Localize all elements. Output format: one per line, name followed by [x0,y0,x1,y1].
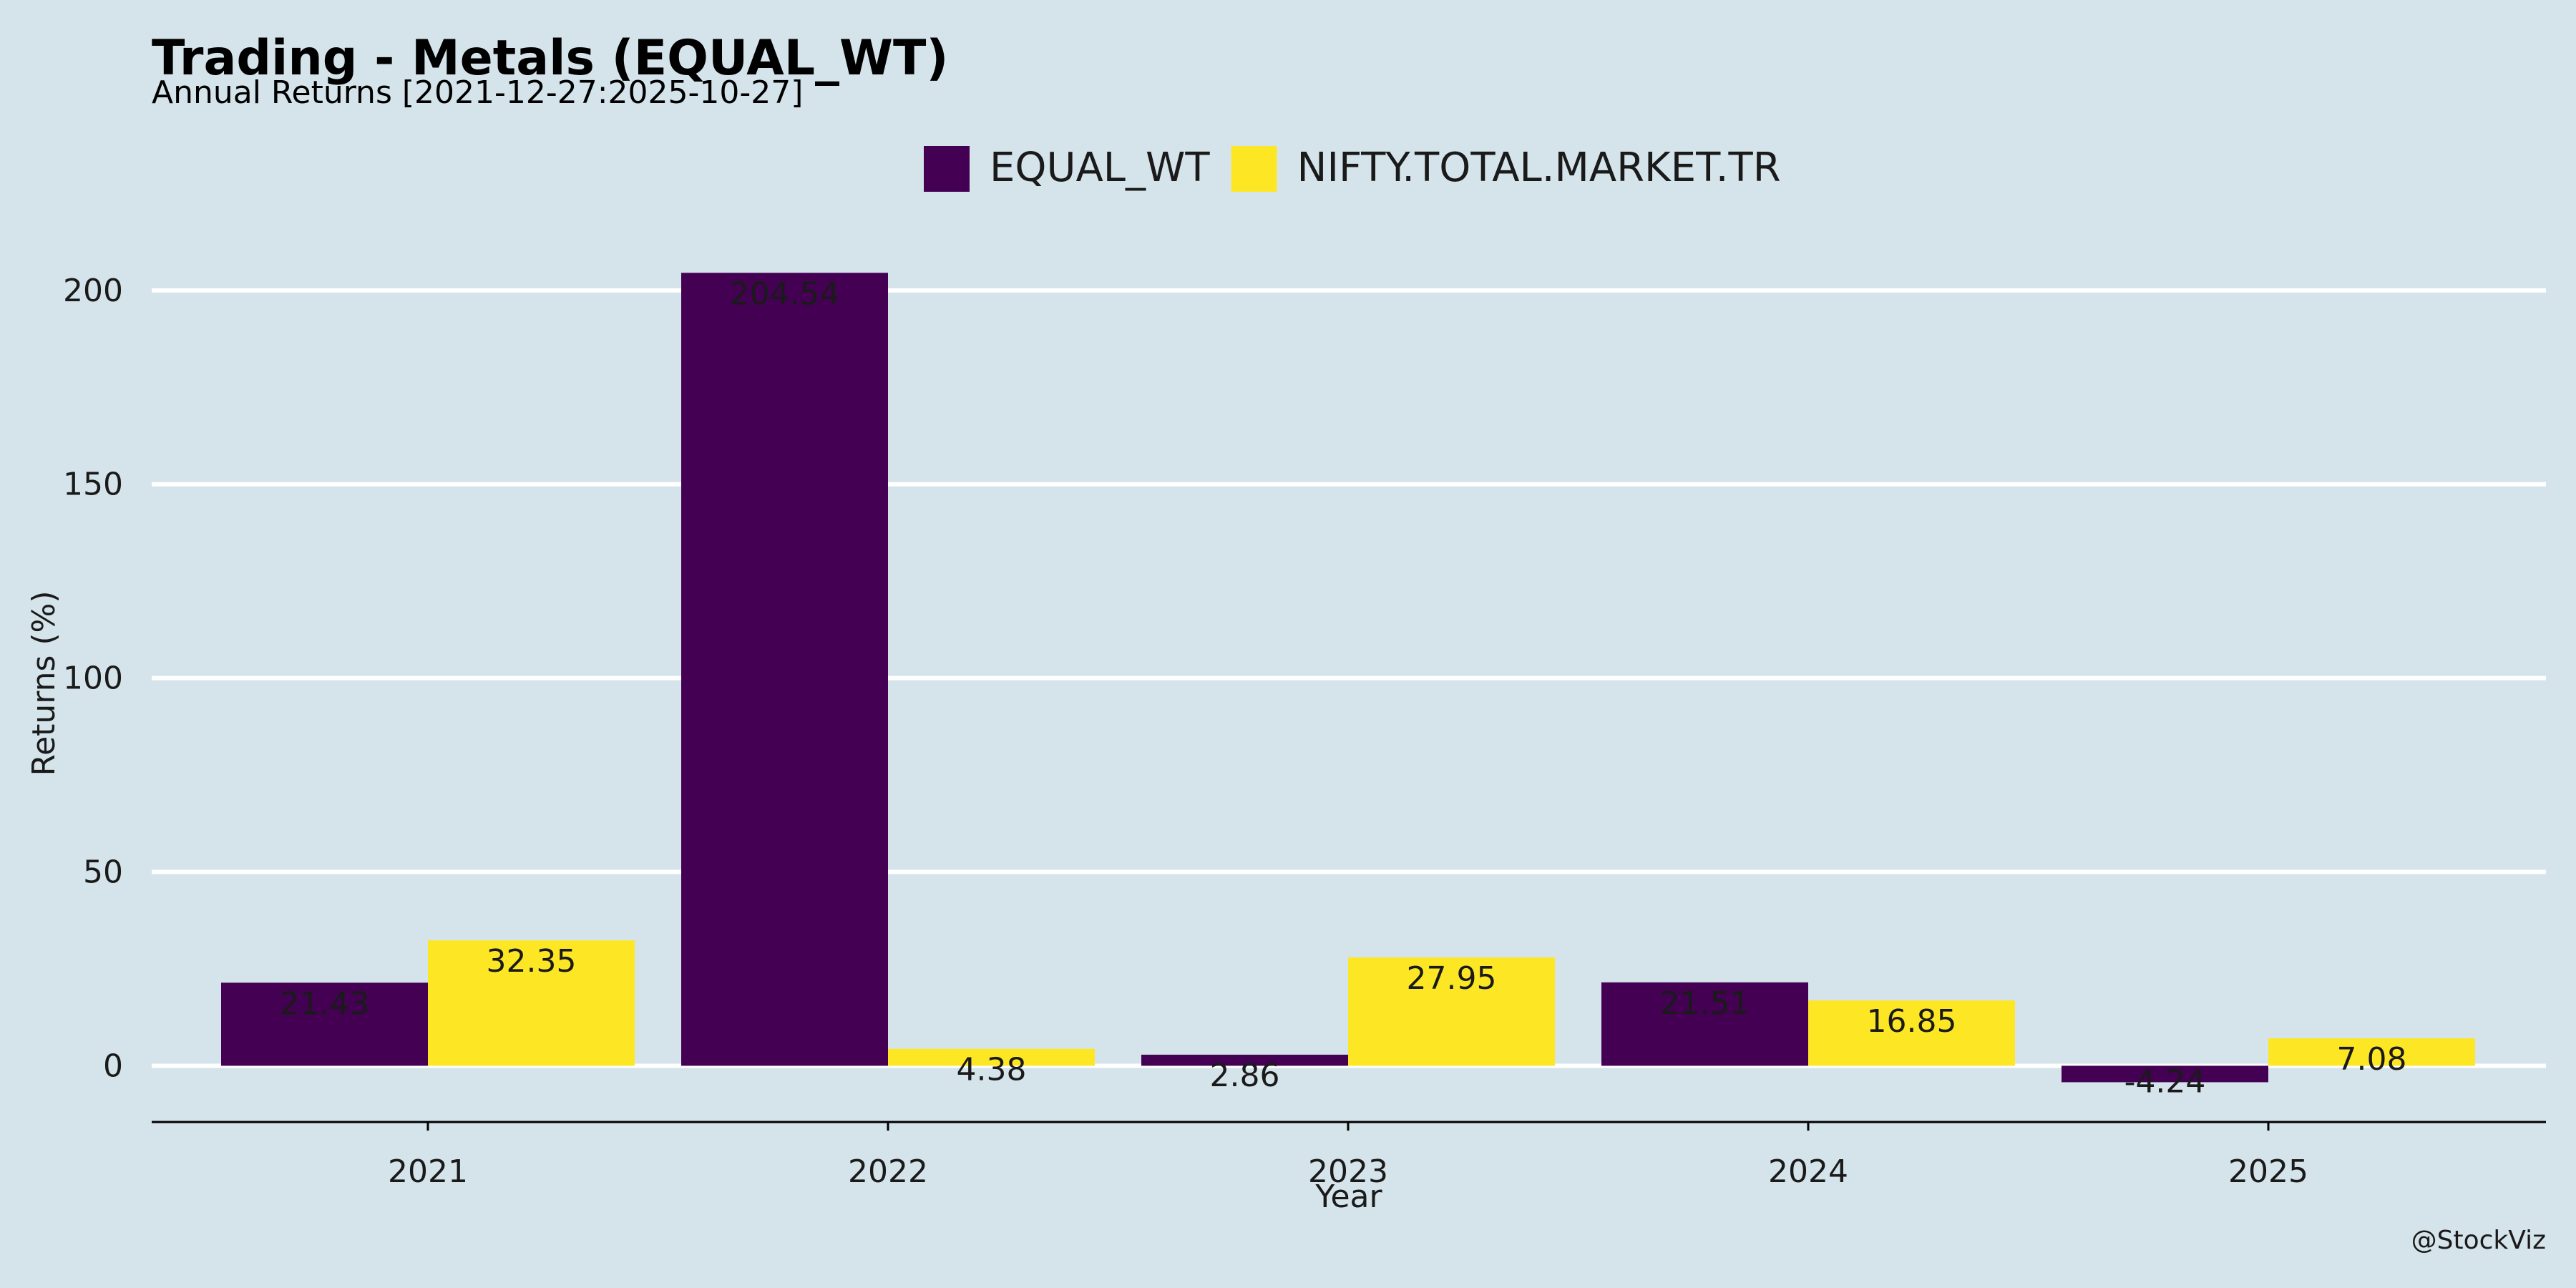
y-tick-label: 200 [63,273,123,309]
legend-swatch [1231,146,1277,192]
chart-caption: @StockViz [2411,1226,2546,1255]
bar [428,940,635,1066]
bar [681,273,888,1066]
bars [221,273,2475,1083]
data-label: 32.35 [487,943,577,980]
legend-label: NIFTY.TOTAL.MARKET.TR [1297,145,1781,191]
y-axis: 0 50 100 150 200 [63,273,123,1085]
x-tick-label: 2024 [1768,1153,1848,1190]
y-tick-label: 50 [83,854,123,891]
x-axis-title: Year [1314,1179,1382,1215]
y-tick-label: 100 [63,660,123,697]
data-label: 7.08 [2337,1041,2407,1078]
x-axis: 2021 2022 2023 2024 2025 [152,1121,2546,1190]
legend-label: EQUAL_WT [990,145,1210,191]
data-label: 21.51 [1660,985,1750,1022]
data-label: 2.86 [1210,1058,1280,1094]
bar [1141,1054,1348,1066]
x-tick-label: 2025 [2228,1153,2308,1190]
chart-title: Trading - Metals (EQUAL_WT) [152,30,949,87]
bar [221,982,428,1066]
data-label: 27.95 [1407,960,1497,997]
data-label: -4.24 [2124,1063,2206,1100]
bar [1348,957,1555,1066]
bar [1601,982,1808,1066]
bar [2062,1065,2268,1083]
data-label: 4.38 [957,1052,1027,1088]
data-label: 21.43 [280,985,370,1022]
data-label: 16.85 [1867,1003,1957,1040]
bar [1808,1000,2015,1066]
y-tick-label: 150 [63,467,123,503]
bar [2268,1038,2475,1066]
legend-swatch [924,146,970,192]
data-label: 204.54 [730,275,840,312]
y-axis-title: Returns (%) [26,590,62,776]
y-tick-label: 0 [103,1048,123,1084]
chart-legend: EQUAL_WT NIFTY.TOTAL.MARKET.TR [924,145,1781,192]
x-tick-label: 2021 [388,1153,468,1190]
x-tick-label: 2023 [1308,1153,1388,1190]
chart-subtitle: Annual Returns [2021-12-27:2025-10-27] [152,74,803,111]
bar [888,1048,1095,1066]
x-tick-label: 2022 [848,1153,928,1190]
data-labels: 21.43 204.54 2.86 21.51 -4.24 32.35 4.38 27.95 1… [280,275,2407,1100]
